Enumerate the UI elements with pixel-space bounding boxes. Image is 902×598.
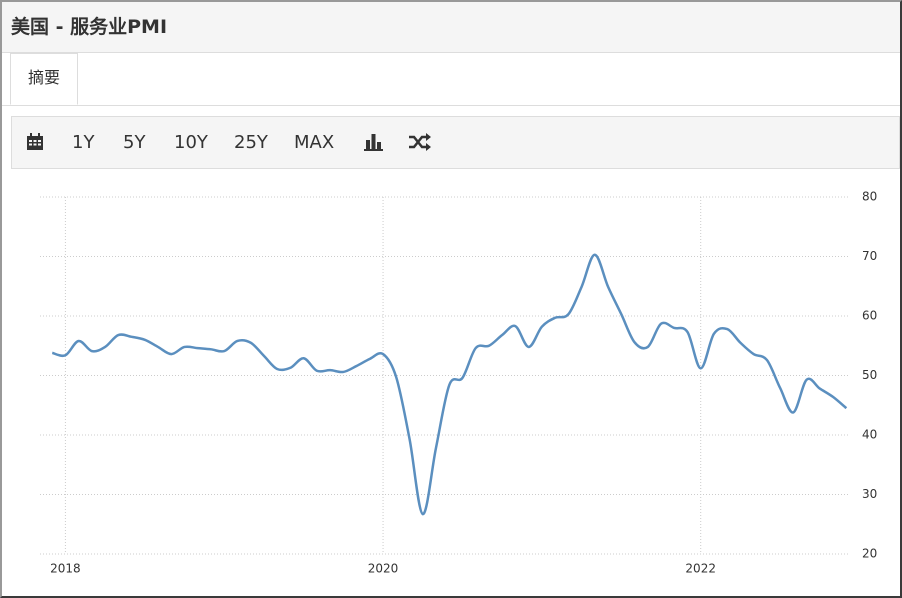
range-button[interactable]: 1Y (72, 132, 95, 153)
page-title: 美国 - 服务业PMI (11, 16, 168, 38)
y-tick-label: 60 (862, 309, 877, 323)
header: 美国 - 服务业PMI (2, 2, 900, 53)
calendar-icon[interactable] (26, 133, 44, 151)
shuffle-icon[interactable] (408, 133, 432, 151)
chart: 20 30 40 50 60 70 80 2018 2020 2022 (40, 190, 877, 576)
y-tick-label: 40 (862, 428, 877, 442)
bar-chart-icon[interactable] (364, 133, 384, 151)
range-button[interactable]: 10Y (174, 132, 208, 153)
tab[interactable]: 摘要 (10, 53, 78, 105)
x-tick-label: 2018 (50, 562, 81, 576)
y-tick-label: 80 (862, 190, 877, 204)
y-tick-label: 50 (862, 368, 877, 382)
y-tick-label: 70 (862, 249, 877, 263)
range-button[interactable]: 5Y (123, 132, 146, 153)
range-button[interactable]: 25Y (234, 132, 268, 153)
tab-bar: 摘要 (2, 53, 900, 106)
x-tick-label: 2022 (685, 562, 716, 576)
data-line (51, 253, 848, 516)
toolbar: 1Y 5Y 10Y 25Y MAX (11, 116, 900, 169)
y-tick-label: 30 (862, 487, 877, 501)
y-tick-label: 20 (862, 547, 877, 561)
x-tick-label: 2020 (368, 562, 399, 576)
range-button[interactable]: MAX (294, 132, 335, 153)
